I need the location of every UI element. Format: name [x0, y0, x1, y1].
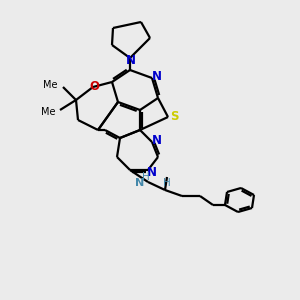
Text: N: N [152, 70, 162, 83]
Text: N: N [126, 55, 136, 68]
Text: H: H [163, 178, 171, 188]
Text: N: N [152, 134, 162, 148]
Text: H: H [142, 172, 150, 182]
Text: N: N [147, 167, 157, 179]
Text: Me: Me [40, 107, 55, 117]
Text: Me: Me [44, 80, 58, 90]
Text: O: O [89, 80, 99, 92]
Text: S: S [170, 110, 178, 122]
Text: N: N [135, 178, 145, 188]
